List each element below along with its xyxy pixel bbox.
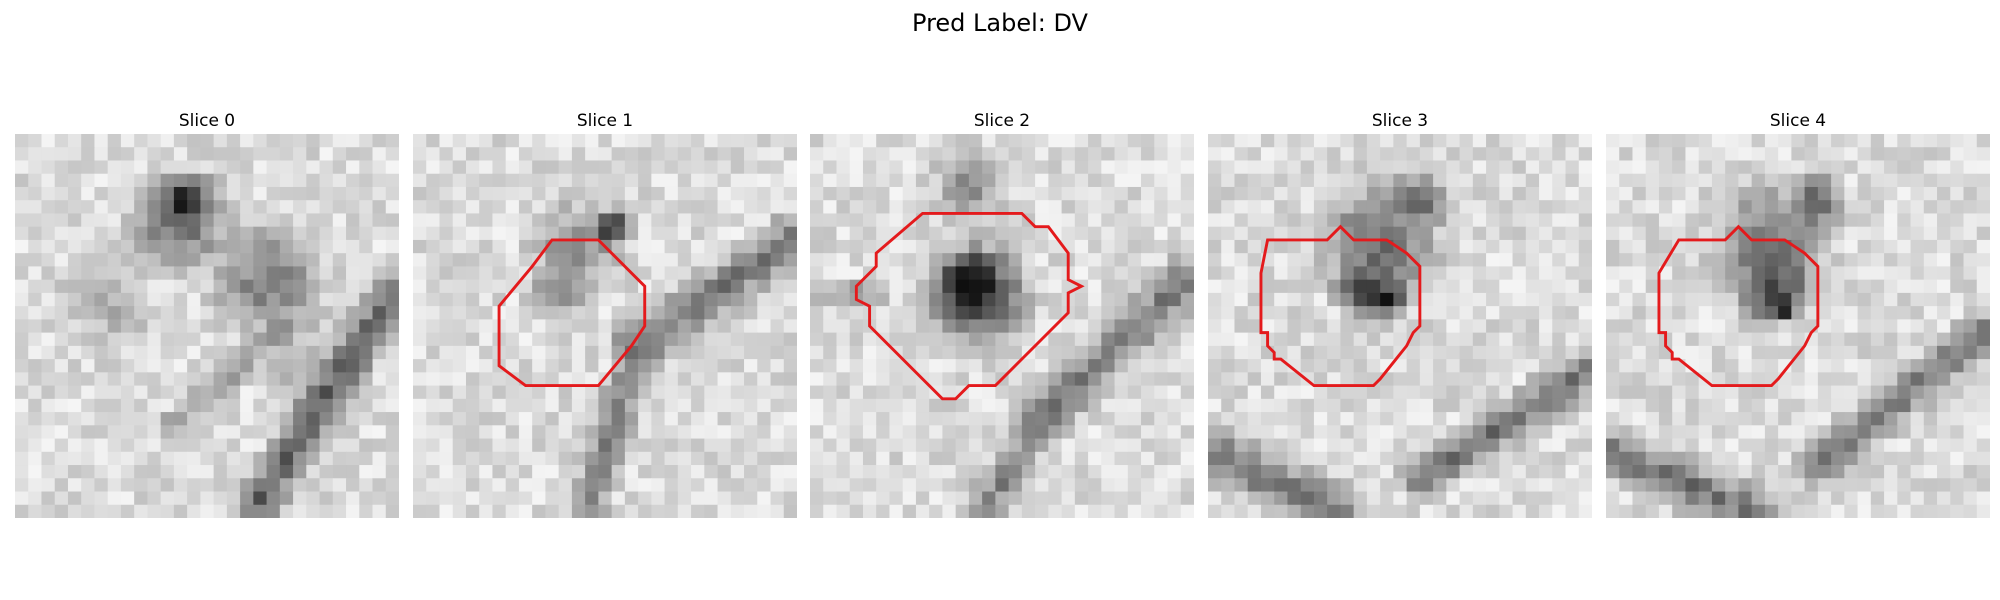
slice-title: Slice 4 bbox=[1769, 111, 1827, 131]
slice-image bbox=[15, 134, 399, 518]
segmentation-contour bbox=[854, 211, 1085, 401]
segmentation-contour bbox=[497, 238, 647, 388]
slice-image bbox=[1208, 134, 1592, 518]
slice-panel-3: Slice 3 bbox=[1208, 108, 1592, 518]
slice-title: Slice 1 bbox=[576, 111, 634, 131]
slice-panel-0: Slice 0 bbox=[15, 108, 399, 518]
segmentation-contour bbox=[1657, 224, 1820, 388]
slice-panel-1: Slice 1 bbox=[413, 108, 797, 518]
slice-title: Slice 0 bbox=[178, 111, 236, 131]
slice-image bbox=[413, 134, 797, 518]
slice-panel-4: Slice 4 bbox=[1606, 108, 1990, 518]
slice-title: Slice 3 bbox=[1371, 111, 1429, 131]
slice-panel-2: Slice 2 bbox=[810, 108, 1194, 518]
figure-title: Pred Label: DV bbox=[912, 9, 1088, 37]
slice-image bbox=[810, 134, 1194, 518]
segmentation-contour bbox=[1259, 224, 1422, 388]
slice-title: Slice 2 bbox=[973, 111, 1031, 131]
slice-image bbox=[1606, 134, 1990, 518]
